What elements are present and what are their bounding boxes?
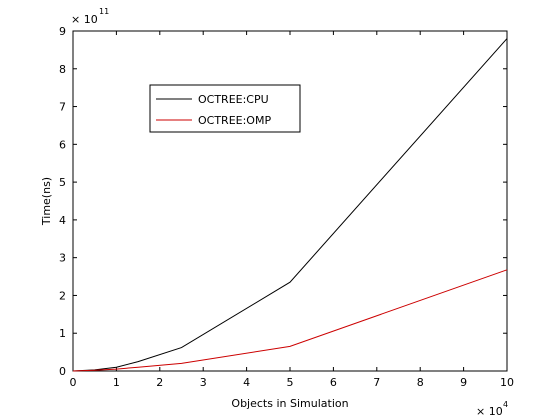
series-layer [72, 38, 508, 372]
y-tick-label: 1 [59, 327, 66, 340]
y-tick-label: 2 [59, 289, 66, 302]
x-tick-label: 9 [460, 376, 467, 389]
x-tick-label: 5 [287, 376, 294, 389]
y-tick-label: 4 [59, 214, 66, 227]
x-tick-label: 8 [417, 376, 424, 389]
legend: OCTREE:CPU OCTREE:OMP [149, 84, 301, 133]
x-axis-title: Objects in Simulation [231, 397, 348, 410]
y-tick-label: 5 [59, 176, 66, 189]
x-tick-label: 0 [70, 376, 77, 389]
axis-ticks: 0 1 2 3 4 5 6 7 8 9 10 0 1 2 3 4 5 6 7 8 9 [59, 25, 514, 389]
x-multiplier: × 10 [476, 405, 503, 418]
legend-label-omp: OCTREE:OMP [198, 114, 271, 127]
y-tick-label: 3 [59, 252, 66, 265]
x-tick-label: 10 [500, 376, 514, 389]
y-multiplier-exponent: 11 [99, 7, 109, 16]
y-tick-label: 6 [59, 138, 66, 151]
x-tick-label: 3 [200, 376, 207, 389]
plot-area [72, 30, 508, 372]
legend-box [149, 84, 301, 133]
x-multiplier-exponent: 4 [503, 400, 508, 409]
y-tick-label: 9 [59, 25, 66, 38]
series-line-omp [72, 269, 508, 372]
x-tick-label: 1 [113, 376, 120, 389]
legend-label-cpu: OCTREE:CPU [198, 93, 269, 106]
y-multiplier: × 10 [71, 13, 98, 26]
y-tick-label: 8 [59, 63, 66, 76]
x-tick-label: 6 [330, 376, 337, 389]
x-tick-label: 4 [243, 376, 250, 389]
x-tick-label: 2 [156, 376, 163, 389]
x-tick-label: 7 [373, 376, 380, 389]
y-tick-label: 7 [59, 101, 66, 114]
y-axis-title: Time(ns) [40, 177, 53, 226]
y-tick-label: 0 [59, 365, 66, 378]
